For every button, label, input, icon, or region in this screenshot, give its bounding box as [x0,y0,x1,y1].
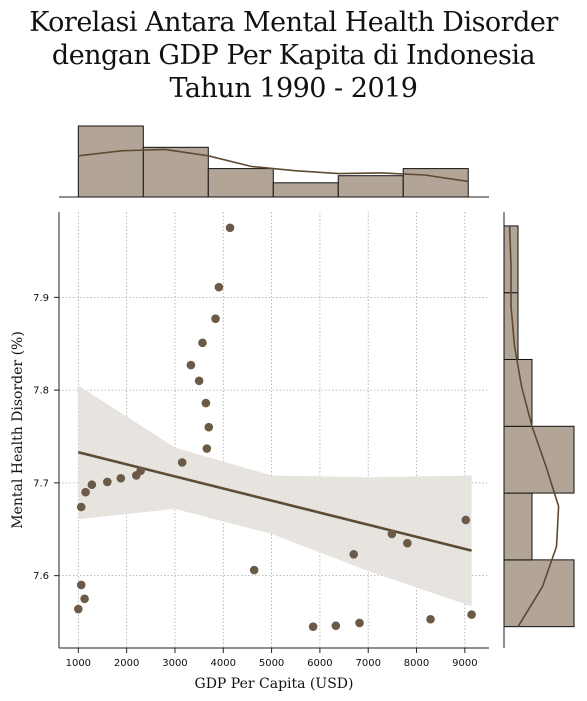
data-point [74,604,83,614]
data-point [76,502,86,512]
y-axis-ticks: 7.6 7.7 7.8 7.9 [33,293,59,582]
x-histogram-bar [272,182,339,198]
confidence-band [78,385,472,607]
x-tick-label: 7000 [355,658,380,669]
marginal-y-kde [508,225,560,628]
data-point [349,550,359,559]
data-point [201,398,211,408]
data-point [177,458,187,467]
data-point [194,376,204,386]
data-point [204,422,214,432]
data-point [87,480,97,490]
data-point [211,314,220,323]
x-axis-ticks: 1000 2000 3000 4000 5000 6000 7000 8000 9000 [66,648,478,669]
x-histogram-bar [142,146,209,198]
x-tick-label: 9000 [452,658,477,669]
x-tick-label: 3000 [162,658,187,669]
title-line-1: Korelasi Antara Mental Health Disorder [29,7,558,38]
x-tick-label: 6000 [307,658,332,669]
y-tick-label: 7.9 [33,293,49,304]
data-point [387,529,397,539]
marginal-x-kde [78,148,469,183]
x-histogram-bar [77,125,144,198]
data-point [249,565,259,575]
y-tick-label: 7.8 [33,386,49,397]
x-axis-label: GDP Per Capita (USD) [195,676,354,692]
x-histogram-bar [402,168,469,198]
title-line-3: Tahun 1990 - 2019 [169,73,418,104]
title-line-2: dengan GDP Per Kapita di Indonesia [51,40,536,71]
chart-title: Korelasi Antara Mental Health Disorder d… [0,6,587,105]
y-tick-label: 7.7 [33,478,49,489]
data-point [198,338,207,348]
data-point [355,618,364,628]
x-tick-label: 1000 [66,658,91,669]
data-point [186,360,196,370]
x-tick-label: 8000 [404,658,429,669]
x-histogram-bar [337,175,404,198]
y-histogram-bar [503,425,575,494]
marginal-x-histogram [59,125,489,198]
data-point [214,282,224,292]
data-point [103,477,112,487]
data-point [80,594,89,604]
y-histogram-bar [503,492,533,561]
data-point [308,622,318,631]
marginal-y-histogram [503,212,575,648]
data-point [136,466,145,476]
y-tick-label: 7.6 [33,571,49,582]
data-point [403,538,412,548]
data-point [461,515,471,525]
y-axis-label: Mental Health Disorder (%) [10,331,26,529]
data-point [202,444,212,453]
data-points [74,223,476,631]
data-point [81,487,90,497]
x-histogram-bar [207,168,274,198]
x-tick-label: 5000 [259,658,284,669]
data-point [225,223,235,233]
data-point [116,473,126,483]
data-point [76,580,86,590]
data-point [426,614,435,624]
data-point [467,610,476,619]
x-tick-label: 2000 [114,658,139,669]
data-point [331,621,341,631]
main-scatter-plot: 1000 2000 3000 4000 5000 6000 7000 8000 9000 7.6… [10,212,489,692]
x-tick-label: 4000 [211,658,236,669]
